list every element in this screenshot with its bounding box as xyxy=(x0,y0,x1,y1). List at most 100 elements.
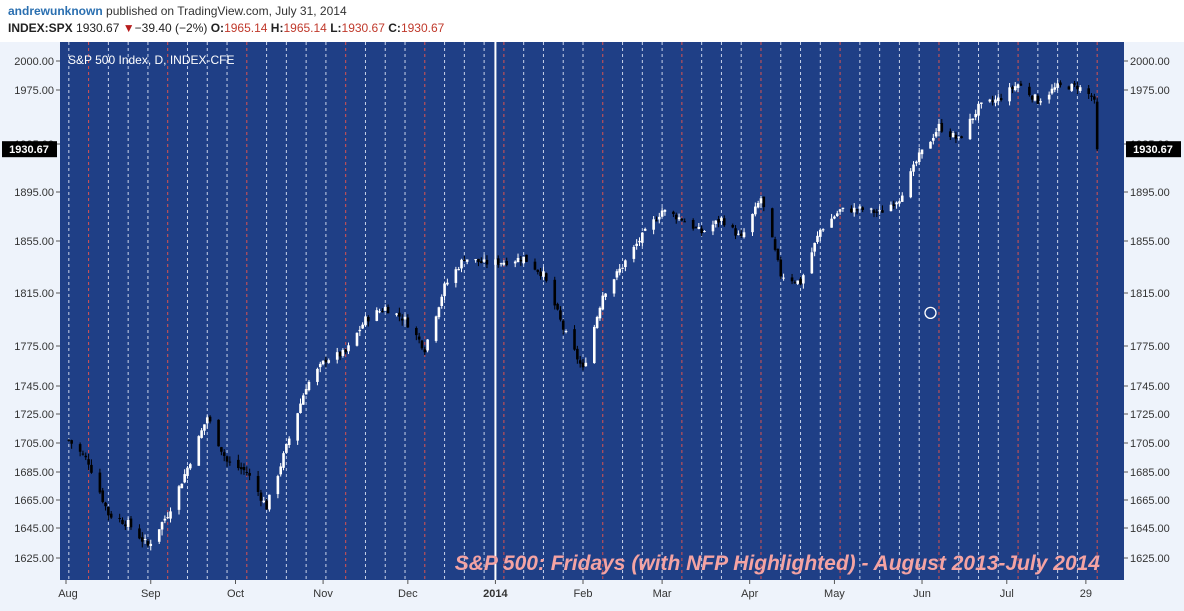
candle-body xyxy=(1036,95,1040,104)
candle-body xyxy=(561,320,565,330)
candle-body xyxy=(124,524,127,527)
candle-body xyxy=(477,258,480,263)
candle-body xyxy=(248,472,251,476)
candle-body xyxy=(400,318,404,321)
published-text: published on TradingView.com, July 31, 2… xyxy=(106,4,347,18)
candle-body xyxy=(129,518,133,528)
candle-body xyxy=(714,220,718,224)
candle-body xyxy=(344,349,347,353)
candle-body xyxy=(694,227,698,229)
candle-body xyxy=(948,131,952,138)
marker-circle[interactable] xyxy=(924,306,937,320)
candle-body xyxy=(519,259,523,262)
candle-body xyxy=(166,517,170,519)
candle-body xyxy=(691,219,695,229)
candle-body xyxy=(988,99,992,102)
candle-body xyxy=(677,217,681,220)
candle-body xyxy=(624,260,627,268)
candle-body xyxy=(632,246,636,259)
candle-body xyxy=(522,256,525,264)
candle-body xyxy=(559,310,562,320)
y-tick-label: 1815.00 xyxy=(1130,288,1170,300)
candle-body xyxy=(282,453,285,468)
candle-body xyxy=(720,217,723,221)
candle-body xyxy=(302,395,305,405)
candle-body xyxy=(140,537,144,542)
candle-body xyxy=(437,307,441,318)
candle-body xyxy=(584,362,588,367)
last-price-label-right: 1930.67 xyxy=(1133,144,1173,156)
candle-body xyxy=(980,102,983,104)
candle-body xyxy=(118,518,121,520)
price-chart[interactable]: 2000.002000.001975.001975.001935.001935.… xyxy=(0,40,1184,611)
candle-body xyxy=(711,224,715,232)
right-axis-panel xyxy=(1124,42,1184,580)
candle-body xyxy=(335,352,339,360)
candle-body xyxy=(516,257,520,262)
candle-body xyxy=(593,326,596,364)
y-tick-label: 1745.00 xyxy=(14,381,54,393)
candle-body xyxy=(799,278,802,285)
candle-body xyxy=(1039,101,1042,103)
candle-body xyxy=(126,519,130,527)
candle-body xyxy=(1019,83,1023,86)
candle-body xyxy=(366,317,370,322)
candle-body xyxy=(485,259,489,265)
candle-body xyxy=(912,164,915,172)
candle-body xyxy=(299,403,302,413)
candle-body xyxy=(954,134,958,139)
y-tick-label: 2000.00 xyxy=(1130,56,1170,68)
y-tick-label: 1625.00 xyxy=(1130,553,1170,565)
time-axis: Aug Sep Oct Nov Dec 2014 Feb Mar Apr May Jun Jul 29 xyxy=(58,580,1092,600)
candle-body xyxy=(338,351,342,357)
candle-body xyxy=(423,349,427,353)
candle-body xyxy=(378,311,381,313)
candle-body xyxy=(855,209,859,211)
candle-body xyxy=(674,214,678,220)
candle-body xyxy=(146,541,150,546)
candle-body xyxy=(833,216,836,219)
candle-body xyxy=(183,474,186,483)
candle-body xyxy=(499,263,503,265)
candle-body xyxy=(101,490,105,502)
candle-body xyxy=(316,368,319,382)
y-tick-label: 2000.00 xyxy=(14,56,54,68)
candle-body xyxy=(762,196,766,208)
candle-body xyxy=(222,452,226,456)
left-axis-panel xyxy=(0,42,60,580)
candle-body xyxy=(697,227,701,229)
candle-body xyxy=(977,103,980,116)
candle-body xyxy=(598,307,602,319)
candle-body xyxy=(576,348,579,360)
candle-body xyxy=(819,229,822,237)
candle-body xyxy=(268,494,271,510)
last-price: 1930.67 xyxy=(76,21,120,35)
candle-body xyxy=(1073,83,1076,85)
candle-body xyxy=(197,436,201,466)
y-tick-label: 1685.00 xyxy=(14,467,54,479)
candle-body xyxy=(465,259,469,262)
candle-body xyxy=(621,267,624,269)
candle-body xyxy=(858,206,862,209)
low-label: L: xyxy=(330,21,342,35)
symbol: INDEX:SPX xyxy=(8,21,73,35)
candle-body xyxy=(542,271,545,277)
candle-body xyxy=(494,259,497,265)
candle-body xyxy=(739,233,743,236)
candle-body xyxy=(189,464,192,469)
candle-body xyxy=(872,210,876,213)
candle-body xyxy=(703,231,706,233)
candle-body xyxy=(454,269,458,283)
y-tick-label: 1855.00 xyxy=(1130,236,1170,248)
y-tick-label: 1665.00 xyxy=(14,495,54,507)
candle-body xyxy=(971,118,975,121)
y-tick-label: 1895.00 xyxy=(1130,187,1170,199)
plot-area[interactable] xyxy=(60,42,1124,580)
candle-body xyxy=(304,389,308,395)
author-link[interactable]: andrewunknown xyxy=(8,4,103,18)
price-axis: 2000.002000.001975.001975.001935.001935.… xyxy=(2,56,1181,565)
candle-body xyxy=(143,538,147,541)
candle-body xyxy=(434,316,438,341)
candle-body xyxy=(502,262,506,265)
candle-body xyxy=(643,228,647,231)
